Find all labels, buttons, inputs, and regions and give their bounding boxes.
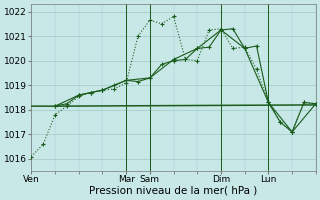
X-axis label: Pression niveau de la mer( hPa ): Pression niveau de la mer( hPa ) xyxy=(90,186,258,196)
